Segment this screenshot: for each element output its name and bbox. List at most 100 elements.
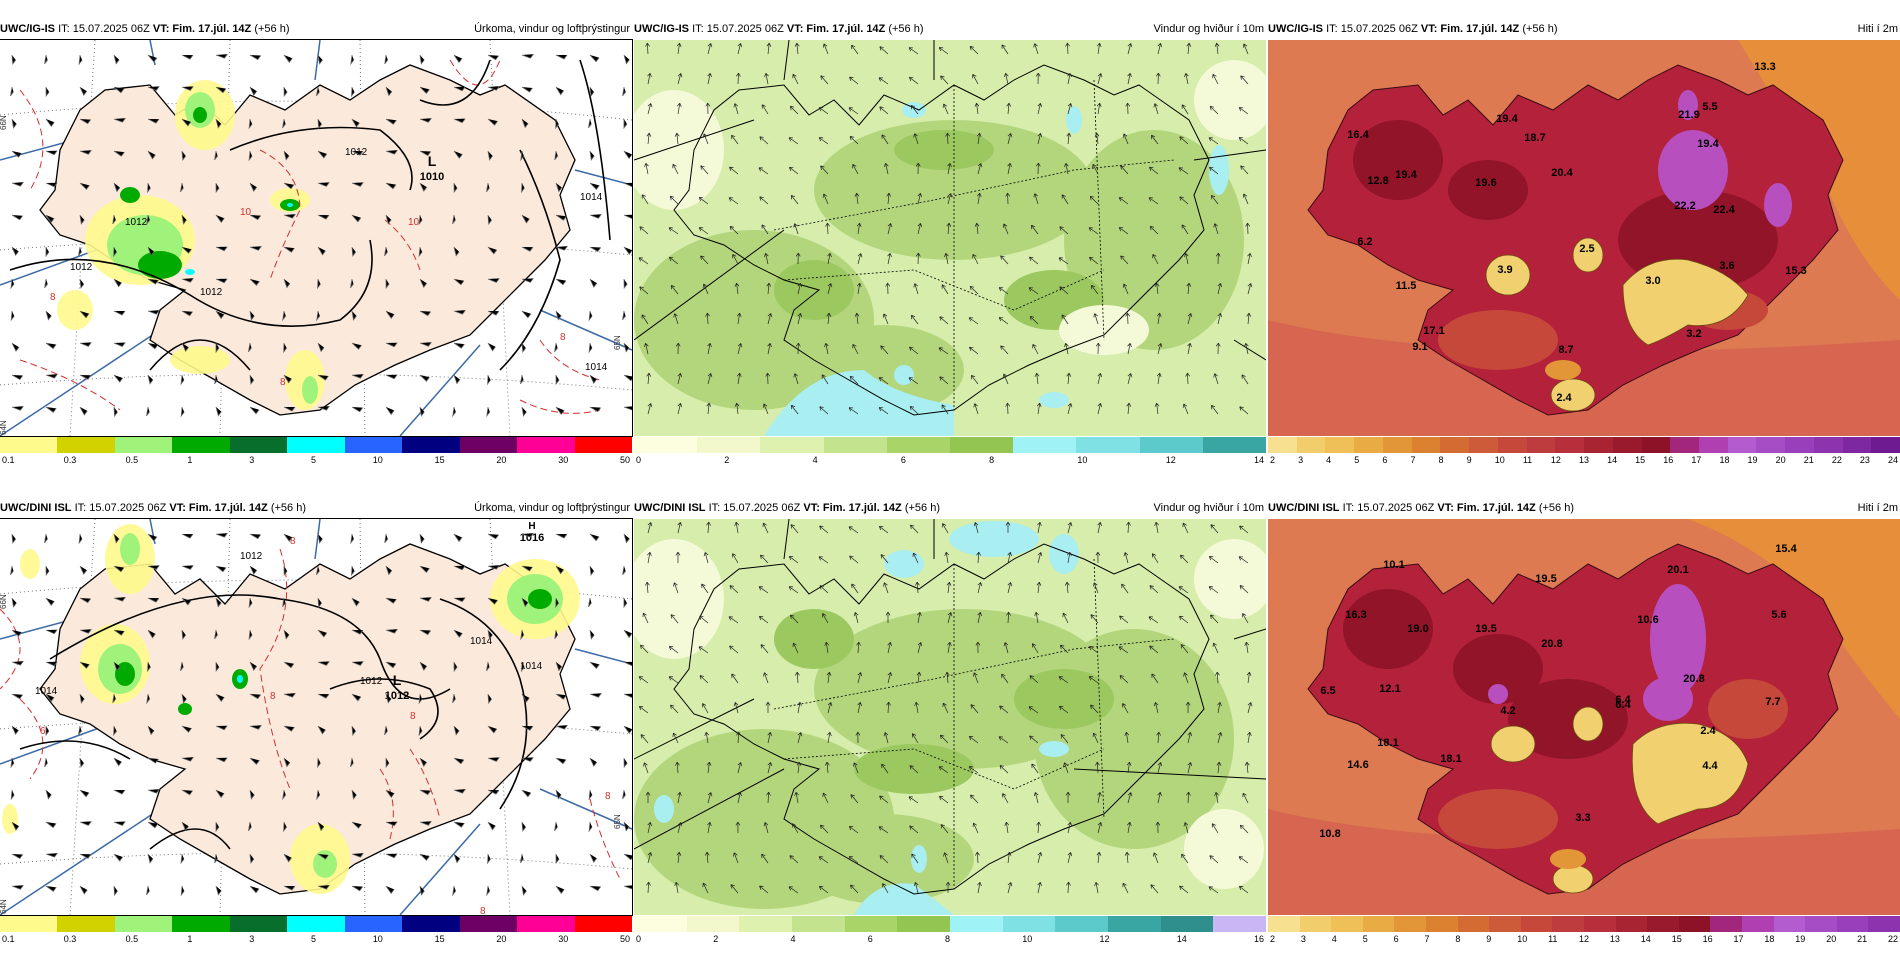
colorbar-swatch: [1440, 437, 1470, 453]
colorbar-swatch: [823, 437, 887, 453]
wind-barb: [521, 214, 530, 224]
wind-arrow: [883, 582, 889, 594]
wind-barb: [555, 54, 568, 60]
wind-arrow: [976, 192, 982, 205]
wind-barb: [282, 789, 287, 801]
wind-barb: [623, 693, 632, 699]
wind-arrow: [1185, 701, 1191, 714]
wind-barb: [147, 182, 151, 194]
wind-barb: [11, 629, 22, 637]
wind-barb: [283, 757, 291, 768]
wind-arrow: [849, 136, 859, 145]
colorbar-tick-label: 0.3: [63, 455, 77, 465]
wind-arrow: [767, 732, 773, 744]
temperature-value: 5.6: [1771, 609, 1786, 621]
wind-barb: [249, 565, 258, 575]
wind-barb: [282, 310, 287, 322]
wind-barb: [282, 597, 286, 608]
wind-arrow: [732, 254, 739, 265]
wind-barb: [555, 278, 567, 286]
wind-arrow: [917, 642, 923, 654]
wind-barb: [350, 533, 355, 545]
wind-barb: [384, 533, 389, 544]
temperature-value: 18.1: [1440, 753, 1461, 765]
wind-arrow: [968, 736, 979, 744]
wind-barb: [351, 821, 362, 829]
wind-barb: [79, 821, 92, 826]
wind-barb: [589, 246, 602, 253]
wind-arrow: [824, 641, 830, 654]
wind-barb: [623, 629, 632, 639]
wind-arrow: [669, 256, 679, 265]
wind-arrow: [970, 374, 979, 385]
temperature-value: 16.3: [1345, 609, 1366, 621]
wind-arrow: [1058, 705, 1069, 714]
wind-barb: [419, 533, 425, 544]
wind-barb: [249, 374, 255, 386]
wind-arrow: [1037, 103, 1043, 115]
wind-arrow: [1033, 792, 1039, 804]
wind-arrow: [910, 105, 919, 115]
wind-barb: [487, 821, 496, 831]
wind-arrow: [854, 192, 860, 205]
lead-time: (+56 h): [270, 502, 307, 514]
wind-barb: [487, 310, 500, 316]
wind-arrow: [910, 524, 919, 534]
colorbar-tick-label: 4: [790, 934, 796, 944]
wind-barb: [78, 725, 82, 736]
wind-barb: [44, 54, 48, 65]
wind-barb: [181, 693, 187, 704]
temperature-value: 10.6: [1637, 614, 1658, 626]
wind-barb: [215, 53, 228, 59]
wind-barb: [385, 565, 393, 576]
temperature-value: 20.8: [1683, 673, 1704, 685]
wind-arrow: [820, 165, 829, 175]
wind-barb: [181, 629, 187, 641]
colorbar-swatch: [402, 916, 460, 932]
wind-barb: [283, 54, 293, 63]
latitude-label: 64N: [0, 899, 8, 914]
wind-arrow: [700, 255, 709, 265]
wind-barb: [589, 406, 602, 413]
wind-arrow: [1153, 103, 1159, 115]
colorbar-tick-label: 12: [1099, 934, 1110, 944]
wind-arrow: [975, 641, 981, 654]
wind-arrow: [1217, 283, 1223, 295]
wind-arrow: [1029, 675, 1039, 684]
wind-arrow: [1156, 731, 1161, 744]
isobar-label: 1012: [360, 676, 383, 687]
wind-barb: [11, 693, 23, 700]
colorbar-tick-label: 20: [1775, 455, 1786, 465]
wind-arrow: [915, 162, 921, 175]
wind-barb: [555, 853, 560, 865]
wind-arrow: [647, 103, 653, 115]
wind-barb: [452, 693, 456, 704]
wind-arrow: [797, 313, 803, 325]
wind-barb: [385, 628, 398, 634]
colorbar-tick-label: 0.1: [2, 455, 15, 465]
wind-barb: [45, 789, 52, 800]
wind-arrow: [1005, 402, 1011, 415]
wind-arrow: [1242, 43, 1249, 55]
temperature-value: 2.5: [1579, 243, 1594, 255]
wind-arrow: [1239, 585, 1249, 594]
wind-arrow: [1002, 223, 1009, 235]
temperature-value: 20.1: [1667, 564, 1688, 576]
wind-barb: [555, 374, 560, 386]
temperature-value: 9.1: [1412, 341, 1427, 353]
wind-barb: [589, 885, 602, 892]
wind-barb: [453, 821, 465, 828]
wind-arrow: [1036, 402, 1042, 415]
wind-arrow: [947, 612, 953, 624]
wind-arrow: [1092, 732, 1099, 744]
wind-barb: [385, 661, 397, 669]
wind-barb: [487, 597, 498, 605]
colorbar-tick-label: 30: [558, 455, 569, 465]
wind-barb: [215, 532, 228, 538]
wind-arrow: [941, 284, 949, 295]
wind-barb: [453, 533, 463, 543]
wind-arrow: [849, 76, 859, 85]
wind-arrow: [1093, 582, 1099, 594]
wind-arrow: [645, 791, 651, 804]
wind-arrow: [736, 312, 742, 325]
